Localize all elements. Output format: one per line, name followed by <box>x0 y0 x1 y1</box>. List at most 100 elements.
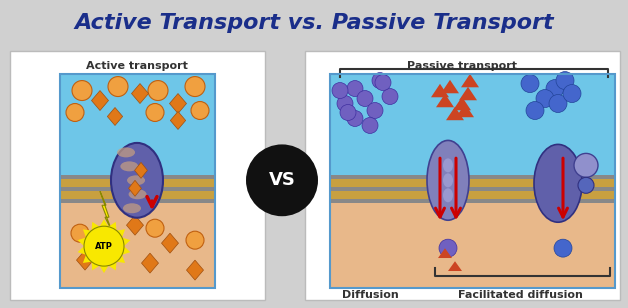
Ellipse shape <box>427 140 469 220</box>
Polygon shape <box>129 180 141 196</box>
Ellipse shape <box>534 144 582 222</box>
Polygon shape <box>78 237 104 246</box>
Text: VS: VS <box>269 171 295 189</box>
Circle shape <box>148 81 168 100</box>
Circle shape <box>71 224 89 242</box>
Circle shape <box>536 90 554 107</box>
Circle shape <box>340 104 356 120</box>
FancyBboxPatch shape <box>60 195 215 199</box>
Polygon shape <box>461 74 479 87</box>
Polygon shape <box>92 222 104 246</box>
Polygon shape <box>78 246 104 255</box>
Polygon shape <box>170 94 187 113</box>
Polygon shape <box>104 222 116 246</box>
Circle shape <box>521 75 539 92</box>
FancyBboxPatch shape <box>60 187 215 191</box>
FancyBboxPatch shape <box>330 175 615 179</box>
FancyBboxPatch shape <box>60 191 215 195</box>
Circle shape <box>347 111 363 127</box>
Text: Facilitated diffusion: Facilitated diffusion <box>458 290 582 300</box>
FancyBboxPatch shape <box>10 51 265 300</box>
Circle shape <box>549 95 567 112</box>
Polygon shape <box>77 250 94 270</box>
Polygon shape <box>134 162 148 178</box>
Polygon shape <box>107 107 122 125</box>
Polygon shape <box>126 215 144 235</box>
FancyBboxPatch shape <box>330 191 615 195</box>
Circle shape <box>84 226 124 266</box>
FancyBboxPatch shape <box>60 175 215 179</box>
FancyBboxPatch shape <box>330 183 615 187</box>
Polygon shape <box>104 246 116 270</box>
Circle shape <box>72 81 92 100</box>
Circle shape <box>574 153 598 177</box>
FancyBboxPatch shape <box>305 51 620 300</box>
Ellipse shape <box>443 158 453 172</box>
Circle shape <box>246 144 318 216</box>
Circle shape <box>375 75 391 91</box>
Circle shape <box>563 85 581 103</box>
Polygon shape <box>170 111 186 129</box>
Polygon shape <box>104 246 131 255</box>
Ellipse shape <box>123 203 141 213</box>
Circle shape <box>367 103 383 119</box>
Circle shape <box>146 103 164 121</box>
Circle shape <box>554 239 572 257</box>
Text: Active transport: Active transport <box>86 61 188 71</box>
FancyBboxPatch shape <box>330 187 615 191</box>
FancyBboxPatch shape <box>60 179 215 183</box>
Polygon shape <box>161 233 178 253</box>
Polygon shape <box>187 260 203 280</box>
Circle shape <box>332 83 348 99</box>
Circle shape <box>382 88 398 104</box>
Circle shape <box>546 79 564 98</box>
Polygon shape <box>459 87 477 100</box>
Circle shape <box>578 177 594 193</box>
Polygon shape <box>100 191 112 231</box>
Polygon shape <box>446 107 464 120</box>
Polygon shape <box>431 84 449 97</box>
FancyBboxPatch shape <box>60 183 215 187</box>
FancyBboxPatch shape <box>60 74 215 175</box>
Circle shape <box>191 102 209 120</box>
Ellipse shape <box>121 161 138 171</box>
Circle shape <box>108 77 128 96</box>
Text: Passive transport: Passive transport <box>407 61 517 71</box>
Circle shape <box>66 103 84 121</box>
Polygon shape <box>441 80 459 93</box>
Ellipse shape <box>111 143 163 218</box>
FancyBboxPatch shape <box>60 199 215 203</box>
Polygon shape <box>104 229 125 246</box>
FancyBboxPatch shape <box>330 195 615 199</box>
Circle shape <box>556 71 574 90</box>
Text: Diffusion: Diffusion <box>342 290 398 300</box>
Polygon shape <box>83 229 104 246</box>
FancyBboxPatch shape <box>60 203 215 288</box>
Circle shape <box>526 102 544 120</box>
Circle shape <box>362 117 378 133</box>
Circle shape <box>347 81 363 96</box>
Polygon shape <box>453 97 471 110</box>
Circle shape <box>439 239 457 257</box>
Circle shape <box>337 95 353 111</box>
Polygon shape <box>131 83 148 103</box>
Polygon shape <box>100 246 109 273</box>
Circle shape <box>146 219 164 237</box>
Polygon shape <box>438 248 452 258</box>
Polygon shape <box>141 253 158 273</box>
Polygon shape <box>92 246 104 270</box>
Circle shape <box>186 231 204 249</box>
Text: Active Transport vs. Passive Transport: Active Transport vs. Passive Transport <box>74 13 554 33</box>
Polygon shape <box>100 219 109 246</box>
FancyBboxPatch shape <box>330 199 615 203</box>
Polygon shape <box>83 246 104 263</box>
Polygon shape <box>92 91 109 111</box>
Ellipse shape <box>127 175 145 185</box>
Polygon shape <box>456 104 474 117</box>
FancyBboxPatch shape <box>330 179 615 183</box>
Circle shape <box>357 91 373 107</box>
Polygon shape <box>448 261 462 271</box>
FancyBboxPatch shape <box>330 74 615 175</box>
Polygon shape <box>104 246 125 263</box>
Circle shape <box>372 73 388 89</box>
